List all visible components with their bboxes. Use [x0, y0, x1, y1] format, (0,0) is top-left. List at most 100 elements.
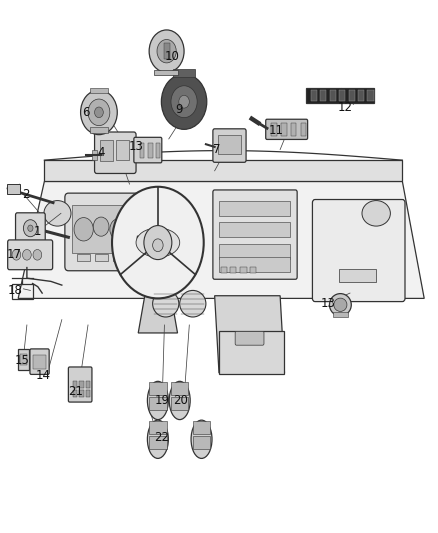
FancyBboxPatch shape [213, 190, 297, 279]
Bar [219, 332, 285, 374]
Ellipse shape [362, 200, 390, 226]
Bar [117, 140, 130, 160]
Bar [86, 390, 90, 397]
Text: 1: 1 [34, 225, 42, 238]
Circle shape [110, 219, 127, 240]
Text: 14: 14 [36, 369, 51, 382]
Circle shape [179, 95, 189, 108]
Text: 15: 15 [14, 354, 29, 367]
Bar [332, 312, 348, 317]
Bar [221, 266, 227, 273]
Text: 2: 2 [22, 188, 30, 201]
Circle shape [95, 107, 103, 118]
Ellipse shape [169, 381, 190, 419]
Bar [73, 390, 77, 397]
Text: 7: 7 [213, 143, 221, 156]
Bar [320, 90, 326, 101]
FancyBboxPatch shape [68, 367, 92, 402]
FancyBboxPatch shape [134, 138, 162, 163]
Bar [79, 390, 84, 397]
Bar [155, 143, 160, 158]
Circle shape [88, 99, 110, 126]
Bar [330, 90, 336, 101]
FancyBboxPatch shape [266, 119, 307, 140]
Bar [219, 201, 290, 216]
Text: 6: 6 [82, 106, 90, 119]
Text: 22: 22 [154, 431, 169, 444]
Text: 13: 13 [129, 140, 144, 154]
Ellipse shape [152, 290, 179, 317]
Bar [163, 43, 170, 59]
Polygon shape [18, 181, 424, 298]
Circle shape [171, 86, 197, 118]
Bar [230, 266, 237, 273]
Bar [154, 70, 178, 75]
Bar [113, 254, 127, 261]
Text: 13: 13 [321, 297, 336, 310]
Bar [291, 123, 297, 136]
Bar [367, 90, 374, 101]
Bar [100, 140, 113, 161]
Bar [95, 254, 108, 261]
Bar [219, 257, 290, 272]
Bar [33, 356, 46, 368]
Bar [20, 354, 27, 365]
Bar [349, 90, 355, 101]
Circle shape [22, 249, 31, 260]
Bar [149, 435, 166, 449]
Ellipse shape [329, 294, 351, 316]
Bar [140, 143, 144, 158]
Bar [339, 90, 345, 101]
Text: 19: 19 [155, 394, 170, 407]
Circle shape [144, 225, 172, 260]
Bar [250, 266, 256, 273]
Bar [193, 421, 210, 434]
FancyBboxPatch shape [65, 193, 140, 271]
Text: 20: 20 [173, 394, 188, 407]
Text: 9: 9 [175, 103, 183, 116]
Bar [18, 349, 29, 370]
Ellipse shape [136, 228, 180, 257]
Circle shape [33, 249, 42, 260]
Bar [148, 143, 152, 158]
Bar [272, 123, 277, 136]
Bar [171, 382, 188, 395]
Bar [12, 284, 32, 300]
Text: 11: 11 [268, 124, 283, 138]
Bar [281, 123, 286, 136]
Bar [7, 183, 20, 194]
Circle shape [28, 225, 33, 231]
Circle shape [149, 30, 184, 72]
Ellipse shape [334, 298, 347, 311]
Ellipse shape [191, 420, 212, 458]
Bar [219, 244, 290, 259]
Ellipse shape [148, 381, 168, 419]
FancyBboxPatch shape [30, 349, 49, 374]
Bar [306, 88, 374, 103]
Bar [90, 127, 108, 133]
Bar [149, 397, 166, 410]
Bar [72, 205, 131, 253]
Text: 10: 10 [165, 50, 180, 63]
Bar [311, 90, 317, 101]
Bar [90, 88, 108, 93]
Bar [339, 269, 376, 282]
Circle shape [81, 90, 117, 135]
Ellipse shape [148, 420, 168, 458]
Circle shape [23, 220, 37, 237]
Circle shape [93, 217, 109, 236]
Bar [73, 381, 77, 387]
Bar [173, 69, 195, 77]
Bar [79, 381, 84, 387]
Bar [149, 382, 166, 395]
Bar [219, 222, 290, 237]
Bar [240, 266, 247, 273]
Ellipse shape [44, 200, 71, 226]
Text: 21: 21 [68, 385, 83, 398]
FancyBboxPatch shape [235, 332, 264, 345]
Bar [86, 381, 90, 387]
Polygon shape [215, 296, 285, 373]
Bar [149, 421, 166, 434]
Text: 4: 4 [97, 146, 105, 159]
Bar [358, 90, 364, 101]
